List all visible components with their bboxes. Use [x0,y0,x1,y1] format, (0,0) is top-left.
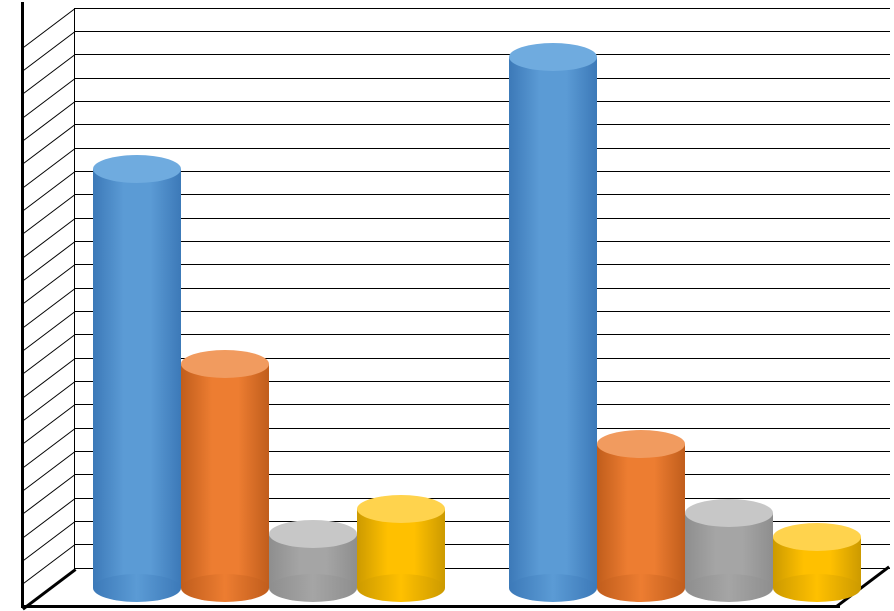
bar-cylinder [773,523,861,602]
bar-cylinder [597,430,685,602]
y-axis [21,2,24,608]
bar-cylinder [509,43,597,602]
bar-cylinder [269,520,357,602]
bar-cylinder [357,495,445,602]
x-axis [22,605,840,608]
bar-cylinder [685,499,773,602]
cylinder-bar-chart [0,0,894,611]
bar-cylinder [93,155,181,602]
bar-cylinder [181,350,269,602]
